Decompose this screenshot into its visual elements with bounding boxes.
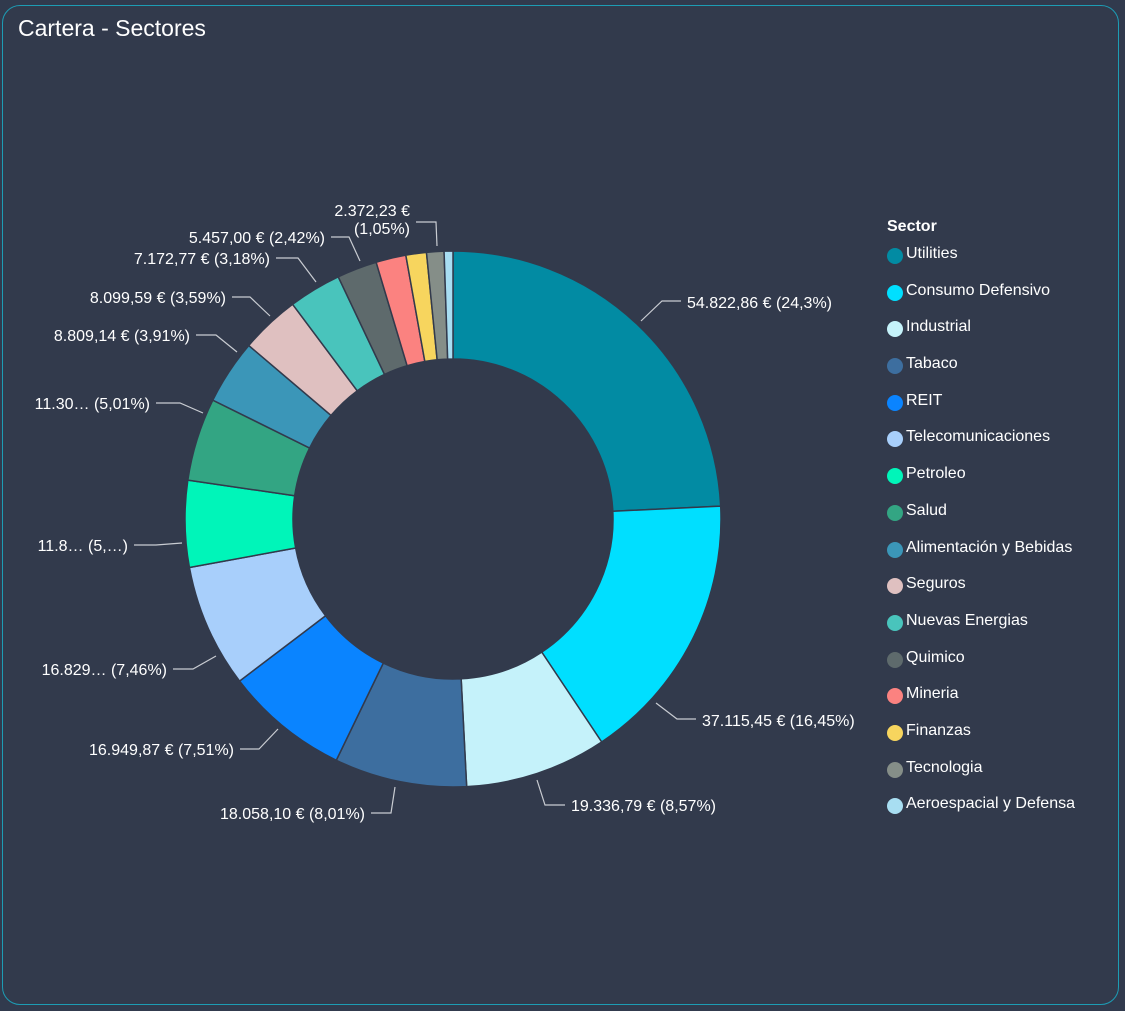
legend-item-finanzas[interactable]: Finanzas — [887, 714, 971, 751]
leader-line-seguros — [232, 296, 271, 317]
slice-consumo-defensivo[interactable] — [540, 505, 722, 744]
slice-utilities[interactable] — [452, 250, 722, 513]
data-label-utilities: 54.822,86 € (24,3%) — [687, 295, 832, 312]
legend-label: Tabaco — [906, 355, 958, 373]
legend-label: Telecomunicaciones — [906, 428, 1051, 446]
leader-line-alimentacion-y-bebidas — [196, 334, 238, 353]
data-label-alimentacion-y-bebidas: 8.809,14 € (3,91%) — [54, 328, 190, 345]
legend-marker — [887, 358, 903, 375]
data-label-salud: 11.30… (5,01%) — [35, 396, 150, 413]
leader-line-petroleo — [134, 542, 183, 546]
leader-line-utilities — [640, 300, 681, 322]
legend-marker — [887, 468, 903, 485]
legend-marker — [887, 724, 903, 741]
legend-marker — [887, 321, 903, 338]
leader-line-salud — [156, 402, 204, 414]
data-label-tecnologia: (1,05%) — [354, 221, 410, 238]
legend-item-alimentacion-y-bebidas[interactable]: Alimentación y Bebidas — [887, 531, 1072, 568]
data-label-consumo-defensivo: 37.115,45 € (16,45%) — [702, 713, 855, 730]
legend-label: Aeroespacial y Defensa — [906, 795, 1075, 813]
legend-label: Industrial — [906, 318, 971, 336]
data-label-telecomunicaciones: 16.829… (7,46%) — [42, 662, 167, 679]
legend-item-utilities[interactable]: Utilities — [887, 237, 958, 274]
data-label-industrial: 19.336,79 € (8,57%) — [571, 798, 716, 815]
slice-aeroespacial-y-defensa[interactable] — [443, 250, 454, 360]
legend-marker — [887, 798, 903, 815]
legend-marker — [887, 578, 903, 595]
legend-marker — [887, 761, 903, 778]
leader-line-reit — [240, 728, 279, 750]
legend-marker — [887, 651, 903, 668]
legend-item-petroleo[interactable]: Petroleo — [887, 457, 966, 494]
data-label-reit: 16.949,87 € (7,51%) — [89, 742, 234, 759]
legend-marker — [887, 541, 903, 558]
legend-item-tecnologia[interactable]: Tecnologia — [887, 751, 983, 788]
legend-item-nuevas-energias[interactable]: Nuevas Energias — [887, 604, 1028, 641]
legend-label: Mineria — [906, 685, 959, 703]
legend-marker — [887, 688, 903, 705]
leader-line-tecnologia — [416, 221, 438, 247]
leader-line-telecomunicaciones — [173, 655, 217, 670]
legend-marker — [887, 394, 903, 411]
legend-item-consumo-defensivo[interactable]: Consumo Defensivo — [887, 274, 1050, 311]
legend-item-seguros[interactable]: Seguros — [887, 567, 966, 604]
legend-label: Alimentación y Bebidas — [906, 538, 1073, 556]
data-label-seguros: 8.099,59 € (3,59%) — [90, 290, 226, 307]
legend-item-salud[interactable]: Salud — [887, 494, 947, 531]
legend-label: Salud — [906, 501, 947, 519]
legend-marker — [887, 248, 903, 264]
leader-line-nuevas-energias — [276, 257, 317, 283]
data-label-tabaco: 18.058,10 € (8,01%) — [220, 806, 365, 823]
legend-item-quimico[interactable]: Quimico — [887, 641, 965, 678]
legend-marker — [887, 431, 903, 448]
legend-label: Petroleo — [906, 465, 966, 483]
legend-title: Sector — [887, 218, 937, 235]
legend-label: Seguros — [906, 575, 966, 593]
legend-item-industrial[interactable]: Industrial — [887, 310, 971, 347]
legend-label: Nuevas Energias — [906, 611, 1028, 629]
data-label-tecnologia: 2.372,23 € — [334, 203, 410, 220]
legend-marker — [887, 614, 903, 631]
leader-line-industrial — [536, 779, 565, 806]
legend-item-mineria[interactable]: Mineria — [887, 677, 958, 714]
chart-title: Cartera - Sectores — [18, 15, 206, 41]
legend-item-tabaco[interactable]: Tabaco — [887, 347, 958, 384]
legend-label: Finanzas — [906, 721, 971, 739]
legend-label: Utilities — [906, 245, 958, 262]
legend-label: Tecnologia — [906, 758, 983, 776]
legend-item-aeroespacial-y-defensa[interactable]: Aeroespacial y Defensa — [887, 787, 1075, 824]
legend-label: Consumo Defensivo — [906, 281, 1051, 299]
legend-marker — [887, 284, 903, 301]
data-label-petroleo: 11.8… (5,…) — [38, 538, 128, 555]
legend-item-reit[interactable]: REIT — [887, 384, 942, 421]
leader-line-consumo-defensivo — [655, 702, 696, 720]
leader-line-quimico — [331, 236, 361, 262]
legend-label: REIT — [906, 391, 943, 409]
legend-item-telecomunicaciones[interactable]: Telecomunicaciones — [887, 420, 1050, 457]
legend: Sector Utilities Consumo Defensivo Industr… — [887, 218, 1075, 824]
data-label-nuevas-energias: 7.172,77 € (3,18%) — [134, 251, 270, 268]
leader-line-tabaco — [371, 786, 396, 814]
legend-label: Quimico — [906, 648, 965, 666]
data-label-quimico: 5.457,00 € (2,42%) — [189, 230, 325, 247]
legend-marker — [887, 504, 903, 521]
